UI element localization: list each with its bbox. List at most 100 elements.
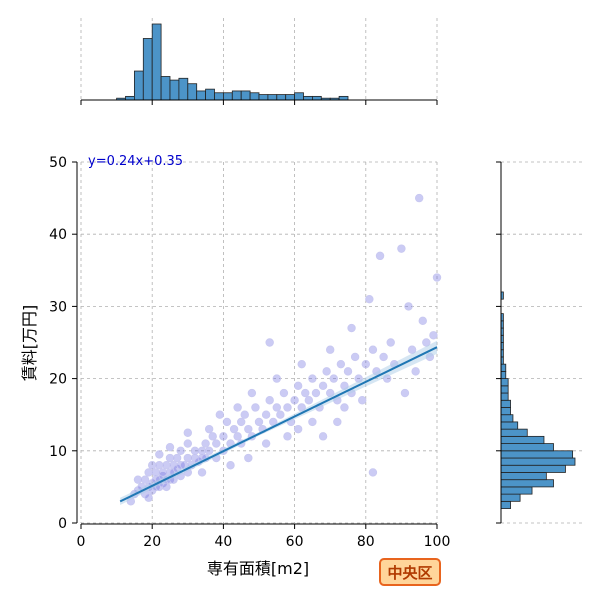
y-hist-bar	[500, 392, 509, 401]
scatter-point	[144, 493, 153, 502]
tick-labels: 0 20 40 60 80 100 0 10 20 30 40 50	[49, 155, 450, 550]
y-hist-bar	[500, 399, 511, 408]
scatter-point	[133, 475, 143, 484]
x-hist-bar	[258, 94, 269, 101]
scatter-point	[415, 193, 424, 203]
scatter-point	[308, 417, 317, 427]
y-hist-bar	[500, 385, 509, 394]
scatter-point	[204, 424, 214, 434]
scatter-point	[176, 446, 185, 455]
scatter-point	[343, 367, 353, 376]
y-tick-label: 0	[58, 516, 67, 532]
y-hist-bar	[500, 493, 521, 502]
y-hist-bar	[500, 435, 545, 444]
scatter-point	[272, 403, 281, 412]
scatter-point	[358, 396, 367, 405]
scatter-point	[172, 453, 182, 463]
x-hist-bar	[142, 38, 153, 101]
scatter-point	[247, 388, 257, 398]
scatter-point	[429, 331, 438, 340]
scatter-point	[229, 424, 239, 434]
y-hist-bar	[500, 472, 547, 481]
x-hist-bar	[294, 92, 304, 101]
scatter-point	[197, 446, 207, 455]
scatter-point	[283, 432, 292, 441]
regression-line-group	[119, 340, 438, 506]
y-hist-bar	[500, 378, 509, 387]
scatter-points	[126, 193, 442, 506]
y-hist-bar	[500, 421, 519, 430]
scatter-point	[165, 442, 175, 452]
scatter-point	[151, 468, 160, 477]
y-hist-bar	[500, 500, 511, 509]
scatter-point	[155, 450, 164, 459]
scatter-point	[297, 359, 306, 369]
x-hist-bar	[160, 76, 171, 101]
y-axis-label: 賃料[万円]	[20, 305, 39, 382]
scatter-point	[379, 352, 388, 362]
x-hist-bar	[249, 92, 260, 101]
scatter-point	[368, 468, 378, 477]
scatter-point	[361, 359, 370, 369]
scatter-point	[208, 432, 217, 441]
y-tick-label: 20	[49, 372, 67, 388]
y-tick-label: 40	[49, 227, 67, 243]
scatter-point	[397, 244, 406, 253]
scatter-point	[347, 323, 356, 333]
scatter-point	[155, 461, 164, 470]
scatter-point	[251, 403, 260, 412]
regression-equation: y=0.24x+0.35	[88, 154, 183, 169]
y-tick-label: 30	[49, 299, 67, 315]
y-hist-bar	[500, 407, 511, 416]
axes	[72, 99, 502, 529]
x-axis-label: 専有面積[m2]	[207, 559, 309, 578]
x-hist-bar	[214, 92, 224, 101]
scatter-point	[204, 446, 214, 455]
x-hist-bar	[151, 23, 162, 101]
scatter-point	[276, 410, 285, 419]
scatter-point	[301, 388, 310, 398]
scatter-point	[219, 432, 228, 441]
scatter-point	[293, 424, 303, 434]
x-tick-label: 40	[214, 534, 232, 550]
scatter-point	[365, 294, 374, 304]
scatter-point	[197, 468, 207, 477]
y-hist-bar	[500, 464, 566, 473]
scatter-point	[215, 410, 225, 419]
scatter-point	[236, 417, 246, 427]
x-hist-bar	[240, 90, 251, 101]
y-hist-bar	[500, 457, 576, 466]
scatter-point	[158, 468, 168, 477]
scatter-point	[318, 432, 328, 441]
x-hist-bar	[187, 83, 198, 101]
scatter-point	[244, 453, 253, 463]
scatter-point	[183, 439, 192, 448]
scatter-point	[333, 417, 342, 427]
y-hist-bar	[500, 428, 528, 437]
scatter-point	[293, 381, 303, 391]
x-hist-bar	[303, 95, 313, 101]
scatter-point	[201, 439, 210, 448]
x-marginal-histogram	[116, 23, 349, 101]
regression-line	[119, 346, 438, 503]
scatter-point	[290, 396, 299, 405]
scatter-point	[279, 388, 289, 398]
x-hist-bar	[125, 95, 135, 101]
scatter-point	[240, 410, 249, 419]
regression-confidence-band	[120, 340, 437, 506]
x-hist-bar	[133, 70, 144, 101]
scatter-point	[404, 302, 413, 311]
scatter-point	[326, 345, 335, 354]
scatter-point	[318, 381, 328, 391]
scatter-point	[340, 403, 349, 412]
y-hist-bar	[500, 479, 554, 488]
scatter-point	[375, 251, 385, 261]
y-tick-label: 10	[49, 444, 67, 460]
scatter-point	[283, 403, 292, 412]
x-tick-label: 20	[143, 534, 161, 550]
y-hist-bar	[500, 370, 507, 380]
x-tick-label: 80	[357, 534, 375, 550]
scatter-point	[272, 374, 281, 383]
scatter-point	[311, 388, 321, 398]
